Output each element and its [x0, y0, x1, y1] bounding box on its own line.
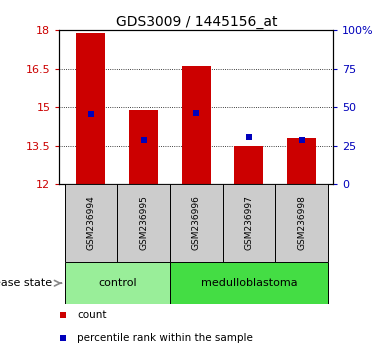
Text: disease state: disease state: [0, 278, 52, 288]
Bar: [182, 66, 211, 184]
Text: GSM236996: GSM236996: [192, 195, 201, 251]
Text: GSM236998: GSM236998: [297, 195, 306, 251]
Bar: [65, 184, 117, 262]
Bar: [287, 138, 316, 184]
Text: medulloblastoma: medulloblastoma: [201, 278, 297, 288]
Text: GSM236995: GSM236995: [139, 195, 148, 251]
Bar: [65, 262, 170, 304]
Bar: [77, 33, 105, 184]
Text: GSM236997: GSM236997: [244, 195, 254, 251]
Text: GSM236994: GSM236994: [87, 196, 95, 250]
Bar: [129, 110, 158, 184]
Bar: [223, 184, 275, 262]
Text: count: count: [77, 309, 106, 320]
Bar: [234, 145, 264, 184]
Bar: [170, 262, 328, 304]
Text: percentile rank within the sample: percentile rank within the sample: [77, 333, 253, 343]
Bar: [170, 184, 223, 262]
Bar: [275, 184, 328, 262]
Bar: [117, 184, 170, 262]
Text: control: control: [98, 278, 137, 288]
Title: GDS3009 / 1445156_at: GDS3009 / 1445156_at: [116, 15, 277, 29]
